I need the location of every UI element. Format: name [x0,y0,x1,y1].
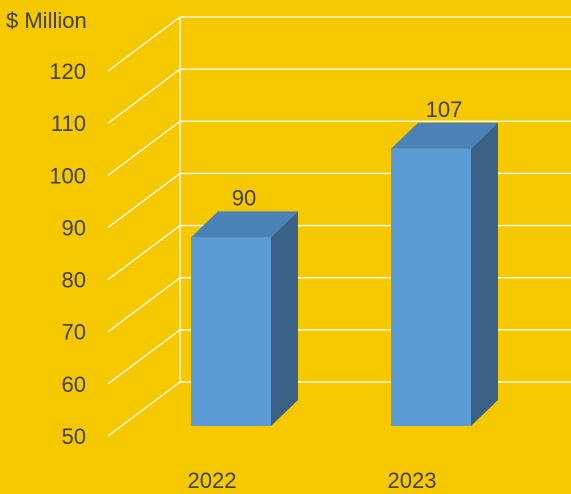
bar-2023 [391,122,498,427]
y-tick-label: 110 [51,111,86,136]
y-tick-label: 60 [62,372,86,397]
bar-side [471,122,498,427]
data-label: 90 [232,185,256,210]
y-tick-label: 120 [49,59,86,84]
bar-front [191,237,271,426]
bar-front [391,148,471,427]
gridline-side [107,225,181,281]
data-labels: 90 107 [232,97,463,211]
gridline-side [107,329,181,385]
gridline-side [107,172,181,228]
gridline-side [107,277,181,333]
gridline-side [107,120,181,176]
bars [191,122,498,427]
x-tick-label: 2022 [188,468,237,493]
gridline-side [107,16,181,72]
y-axis-unit-label: $ Million [6,8,87,33]
y-tick-label: 80 [62,268,86,293]
x-tick-label: 2023 [388,468,437,493]
bar-top [391,122,498,149]
y-tick-label: 70 [62,320,86,345]
x-axis-tick-labels: 2022 2023 [188,468,437,493]
y-tick-label: 90 [62,215,86,240]
bar-top [191,211,298,238]
data-label: 107 [426,97,463,122]
y-tick-label: 50 [62,424,86,449]
y-axis-tick-labels: 50 60 70 80 90 100 110 120 [49,59,86,449]
gridline-side [107,381,181,437]
bar-2022 [191,211,298,426]
gridline-side [107,68,181,124]
y-tick-label: 100 [49,163,86,188]
bar-side [271,211,298,426]
